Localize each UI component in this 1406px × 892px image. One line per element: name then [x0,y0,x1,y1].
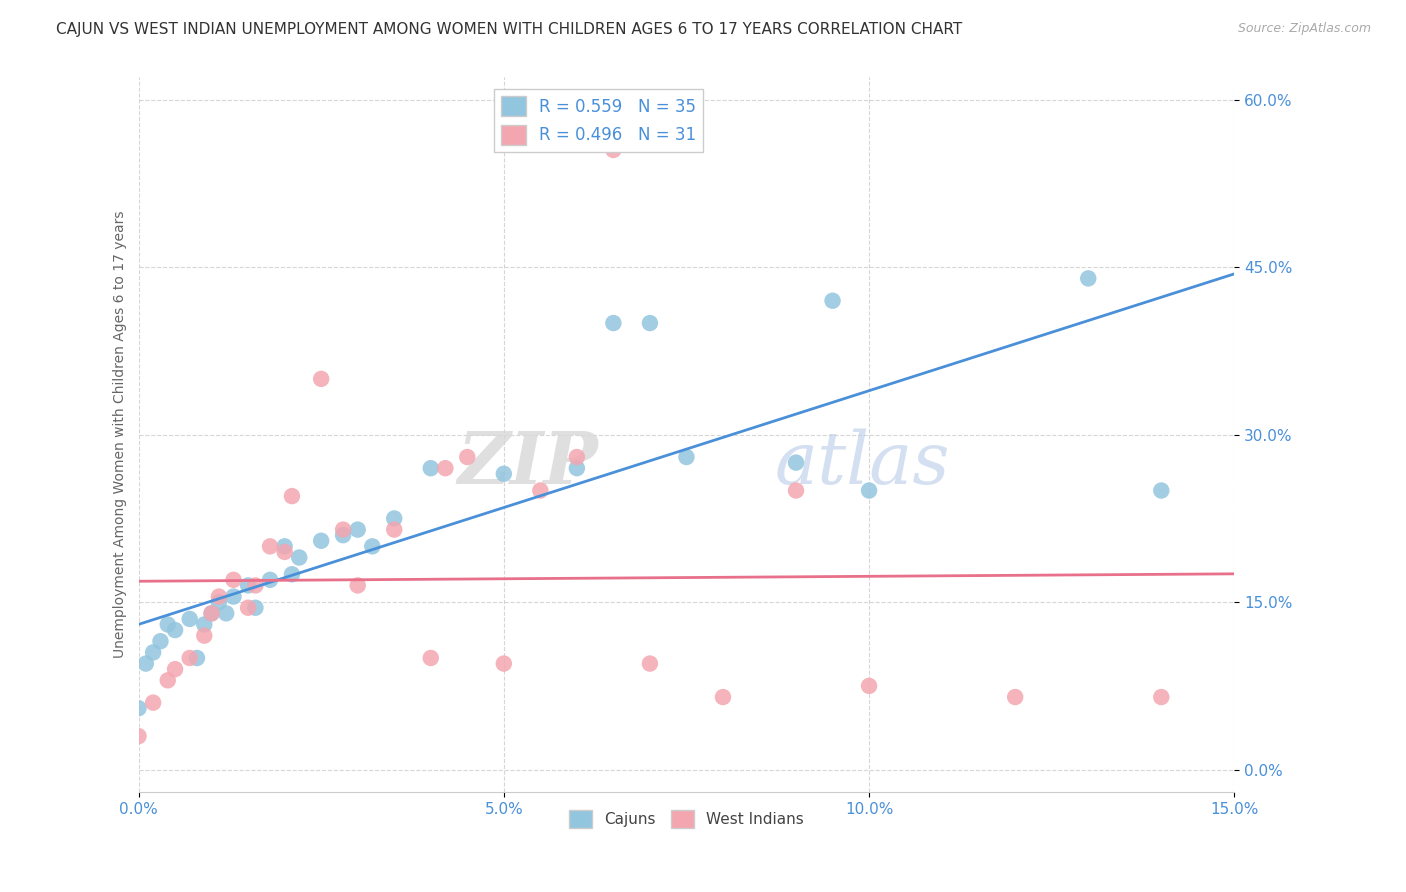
Point [149,634,172,648]
Point [165,623,187,637]
Point [156,617,179,632]
Point [273,545,295,559]
Point [638,657,661,671]
Text: CAJUN VS WEST INDIAN UNEMPLOYMENT AMONG WOMEN WITH CHILDREN AGES 6 TO 17 YEARS C: CAJUN VS WEST INDIAN UNEMPLOYMENT AMONG … [56,22,963,37]
Point [200,607,222,621]
Text: atlas: atlas [775,428,949,499]
Point [222,573,245,587]
Point [332,523,354,537]
Point [858,483,880,498]
Point [309,372,332,386]
Point [179,651,201,665]
Point [785,456,807,470]
Point [492,467,515,481]
Point [128,729,150,743]
Point [858,679,880,693]
Text: Source: ZipAtlas.com: Source: ZipAtlas.com [1237,22,1371,36]
Point [382,511,405,525]
Y-axis label: Unemployment Among Women with Children Ages 6 to 17 years: Unemployment Among Women with Children A… [114,211,128,658]
Point [419,651,441,665]
Point [193,629,215,643]
Point [602,316,624,330]
Text: ZIP: ZIP [458,428,599,499]
Point [456,450,478,464]
Point [245,600,267,615]
Point [281,567,304,582]
Point [222,590,245,604]
Point [821,293,844,308]
Point [215,607,238,621]
Point [259,573,281,587]
Point [382,523,405,537]
Point [288,550,311,565]
Point [1077,271,1099,285]
Point [711,690,734,704]
Point [273,539,295,553]
Point [208,595,231,609]
Point [332,528,354,542]
Point [346,578,368,592]
Point [1004,690,1026,704]
Point [309,533,332,548]
Point [142,645,165,659]
Point [638,316,661,330]
Point [529,483,551,498]
Point [208,590,231,604]
Point [361,539,384,553]
Point [179,612,201,626]
Point [785,483,807,498]
Point [245,578,267,592]
Point [1150,690,1173,704]
Point [142,696,165,710]
Point [602,143,624,157]
Point [165,662,187,676]
Point [419,461,441,475]
Point [492,657,515,671]
Point [259,539,281,553]
Point [565,450,588,464]
Point [128,701,150,715]
Point [193,617,215,632]
Point [281,489,304,503]
Point [186,651,208,665]
Legend: Cajuns, West Indians: Cajuns, West Indians [562,804,810,834]
Point [565,461,588,475]
Point [236,600,259,615]
Point [1150,483,1173,498]
Point [675,450,697,464]
Point [236,578,259,592]
Point [200,607,222,621]
Point [346,523,368,537]
Point [135,657,157,671]
Point [156,673,179,688]
Point [434,461,457,475]
